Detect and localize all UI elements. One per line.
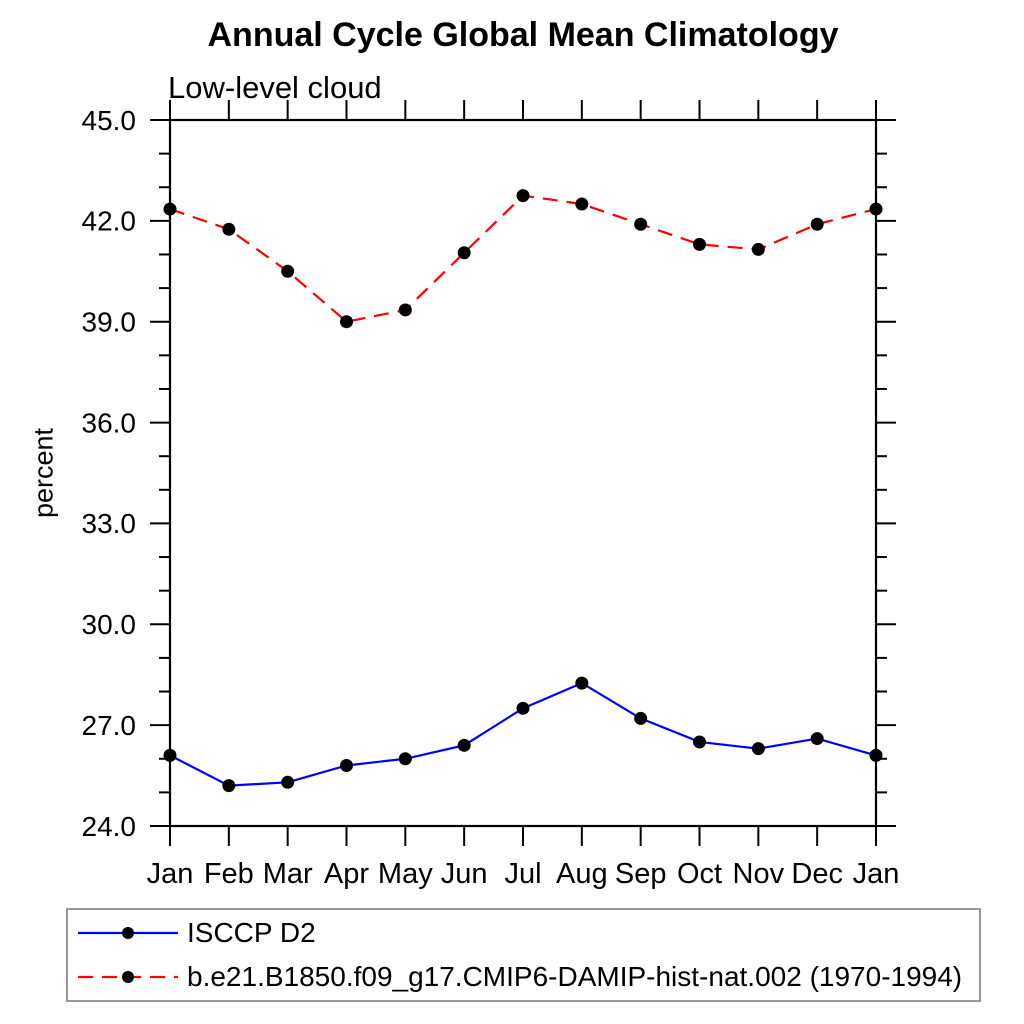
data-point-1 <box>634 217 648 231</box>
x-tick-label: Feb <box>204 858 254 890</box>
data-point-1 <box>810 217 824 231</box>
data-point-0 <box>693 735 706 749</box>
data-point-1 <box>281 264 295 278</box>
legend-box: ISCCP D2 b.e21.B1850.f09_g17.CMIP6-DAMIP… <box>66 908 981 1002</box>
data-point-0 <box>516 701 530 715</box>
data-point-1 <box>575 197 589 211</box>
data-point-0 <box>457 738 471 752</box>
x-tick-label: Oct <box>677 858 722 890</box>
data-point-1 <box>163 202 177 216</box>
x-tick-label: Jun <box>441 858 488 890</box>
legend-swatch-solid-line-icon <box>78 927 178 940</box>
data-point-1 <box>869 202 883 216</box>
data-point-1 <box>457 246 471 260</box>
y-tick-label: 24.0 <box>82 811 137 842</box>
data-point-0 <box>222 779 236 793</box>
data-point-1 <box>516 189 530 203</box>
series-line-1 <box>169 194 877 323</box>
data-point-0 <box>575 676 589 690</box>
y-tick-label: 33.0 <box>82 508 137 539</box>
data-point-0 <box>751 742 765 756</box>
x-tick-label: Mar <box>263 858 313 890</box>
x-tick-label: Dec <box>791 858 843 890</box>
x-tick-label: Aug <box>556 858 608 890</box>
x-tick-label: Jan <box>853 858 900 890</box>
data-point-1 <box>340 315 353 329</box>
series-line-0 <box>169 681 877 787</box>
x-tick-label: Jan <box>147 858 194 890</box>
plot-frame <box>168 118 878 828</box>
y-tick-label: 45.0 <box>82 105 137 136</box>
legend-label-isccp: ISCCP D2 <box>187 917 316 949</box>
data-point-0 <box>869 748 883 762</box>
y-tick-label: 42.0 <box>82 206 137 237</box>
x-tick-label: May <box>378 858 433 890</box>
data-point-0 <box>340 758 353 772</box>
data-point-0 <box>398 752 412 766</box>
x-tick-label: Sep <box>615 858 667 890</box>
legend-item-isccp: ISCCP D2 <box>74 913 979 953</box>
legend-swatch-dashed-line-icon <box>78 970 178 983</box>
y-tick-label: 30.0 <box>82 609 137 640</box>
x-tick-label: Apr <box>324 858 369 890</box>
legend-item-model: b.e21.B1850.f09_g17.CMIP6-DAMIP-hist-nat… <box>74 957 979 997</box>
data-point-0 <box>810 732 824 746</box>
legend-label-model: b.e21.B1850.f09_g17.CMIP6-DAMIP-hist-nat… <box>187 960 963 992</box>
chart-title: Annual Cycle Global Mean Climatology <box>207 16 839 54</box>
x-tick-label: Jul <box>504 858 541 890</box>
chart-subtitle: Low-level cloud <box>168 70 382 105</box>
x-tick-label: Nov <box>733 858 785 890</box>
y-tick-label: 27.0 <box>82 710 137 741</box>
data-point-0 <box>634 711 648 725</box>
data-point-1 <box>398 303 412 317</box>
data-point-1 <box>693 237 706 251</box>
data-point-0 <box>281 775 295 789</box>
data-point-1 <box>222 222 236 236</box>
y-tick-label: 39.0 <box>82 307 137 338</box>
data-point-1 <box>751 242 765 256</box>
y-tick-label: 36.0 <box>82 407 137 438</box>
data-point-0 <box>163 748 177 762</box>
